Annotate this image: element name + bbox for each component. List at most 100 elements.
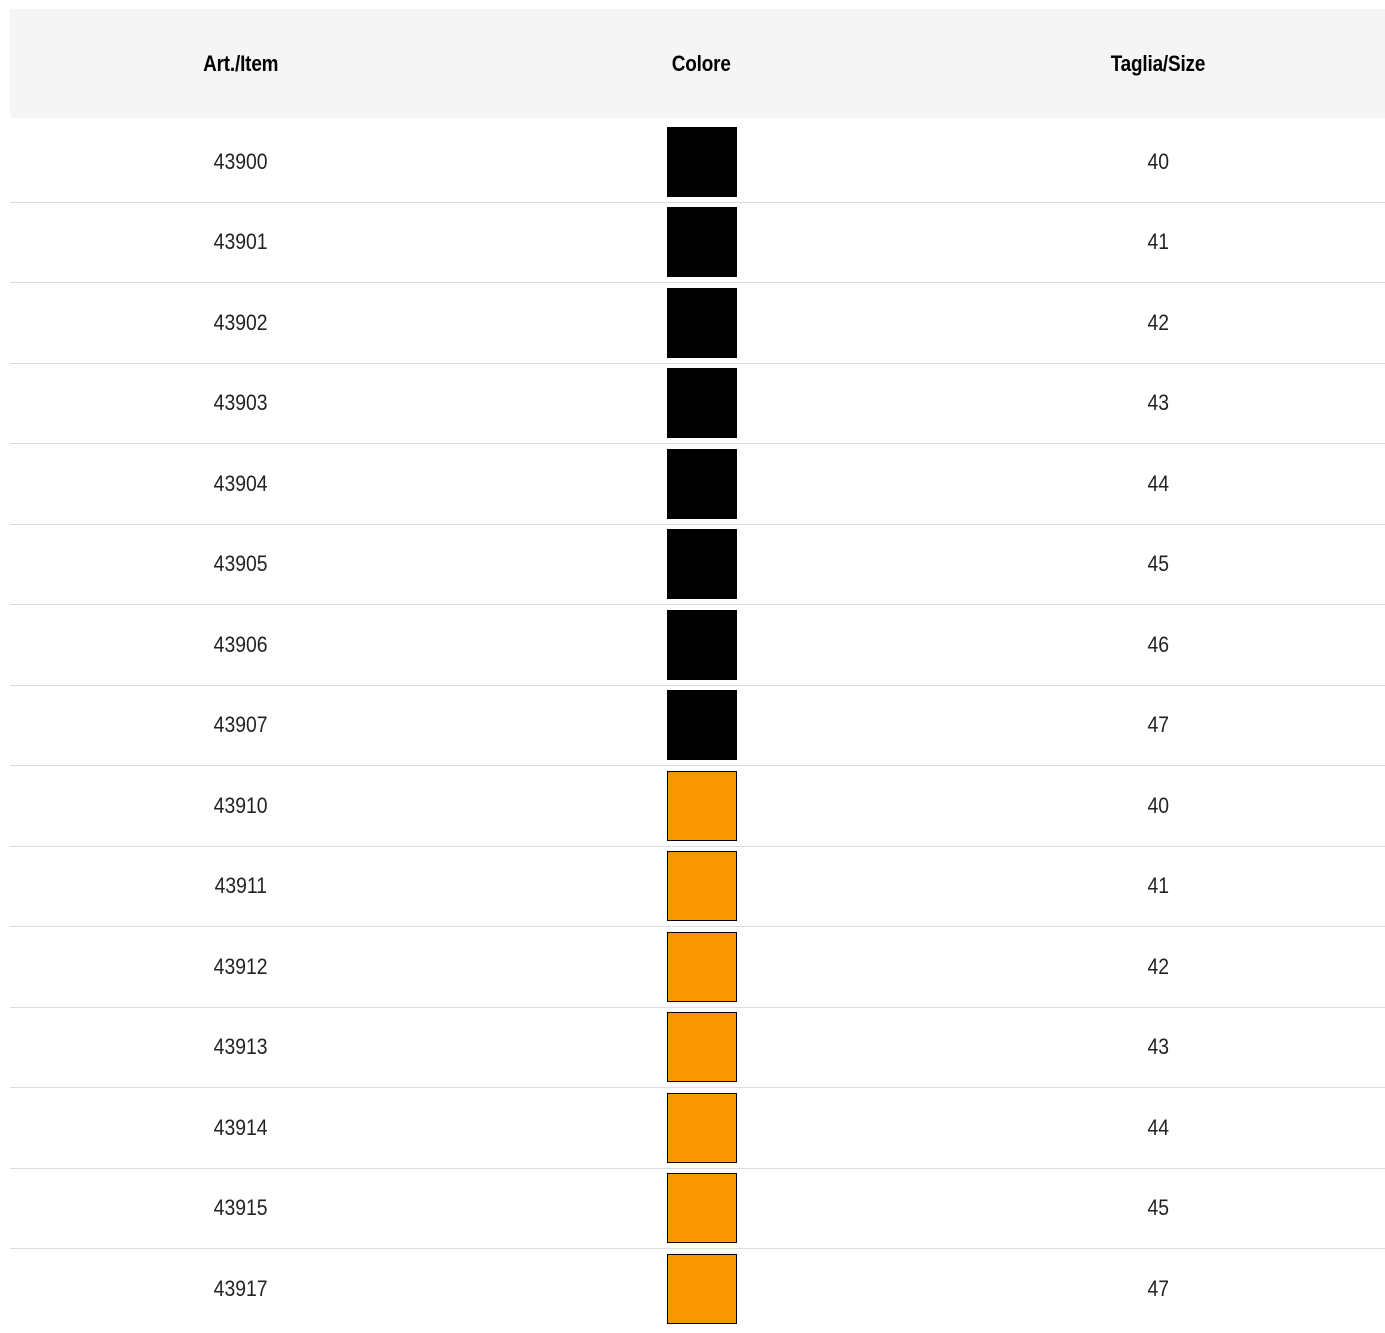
- size-value: 42: [1147, 309, 1169, 335]
- color-cell: [472, 1173, 931, 1244]
- size-cell: 41: [931, 873, 1385, 899]
- table-row: 43913 43: [10, 1008, 1385, 1088]
- size-cell: 44: [931, 1115, 1385, 1141]
- header-color-label: Colore: [672, 50, 731, 76]
- item-code: 43906: [214, 631, 268, 657]
- item-code: 43907: [214, 712, 268, 738]
- size-cell: 45: [931, 1195, 1385, 1221]
- item-code: 43903: [214, 390, 268, 416]
- item-code: 43900: [214, 148, 268, 174]
- size-cell: 43: [931, 390, 1385, 416]
- color-cell: [472, 851, 931, 922]
- size-cell: 41: [931, 229, 1385, 255]
- table-row: 43904 44: [10, 444, 1385, 525]
- header-item-label: Art./Item: [203, 50, 279, 76]
- color-swatch: [666, 770, 737, 841]
- item-cell: 43911: [10, 873, 472, 899]
- item-cell: 43912: [10, 954, 472, 980]
- color-swatch: [666, 287, 737, 358]
- item-cell: 43917: [10, 1276, 472, 1302]
- table-row: 43914 44: [10, 1088, 1385, 1169]
- item-code: 43904: [214, 470, 268, 496]
- item-code: 43905: [214, 551, 268, 577]
- size-cell: 43: [931, 1034, 1385, 1060]
- size-value: 47: [1147, 712, 1169, 738]
- size-cell: 47: [931, 1276, 1385, 1302]
- size-cell: 40: [931, 149, 1385, 175]
- color-swatch: [666, 851, 737, 922]
- size-value: 44: [1147, 1114, 1169, 1140]
- header-cell-item: Art./Item: [10, 51, 472, 77]
- item-cell: 43903: [10, 390, 472, 416]
- color-cell: [472, 1254, 931, 1325]
- item-code: 43915: [214, 1195, 268, 1221]
- color-cell: [472, 126, 931, 197]
- table-row: 43905 45: [10, 525, 1385, 605]
- color-cell: [472, 931, 931, 1002]
- header-cell-size: Taglia/Size: [931, 51, 1385, 77]
- size-value: 45: [1147, 1195, 1169, 1221]
- item-code: 43911: [214, 873, 268, 899]
- size-cell: 45: [931, 551, 1385, 577]
- item-cell: 43907: [10, 712, 472, 738]
- item-code: 43901: [214, 229, 268, 255]
- size-cell: 42: [931, 310, 1385, 336]
- table-row: 43901 41: [10, 203, 1385, 283]
- item-cell: 43904: [10, 471, 472, 497]
- table-body: 43900 40 43901 41 43902 42 43903 43 43904 44 43905…: [10, 122, 1385, 1330]
- item-cell: 43906: [10, 632, 472, 658]
- size-value: 42: [1147, 953, 1169, 979]
- table-row: 43912 42: [10, 927, 1385, 1008]
- size-value: 43: [1147, 390, 1169, 416]
- size-cell: 40: [931, 793, 1385, 819]
- size-value: 41: [1147, 229, 1169, 255]
- table-row: 43917 47: [10, 1249, 1385, 1330]
- size-cell: 42: [931, 954, 1385, 980]
- table-row: 43903 43: [10, 364, 1385, 444]
- size-cell: 47: [931, 712, 1385, 738]
- color-cell: [472, 609, 931, 680]
- size-cell: 44: [931, 471, 1385, 497]
- color-swatch: [666, 1092, 737, 1163]
- color-cell: [472, 1092, 931, 1163]
- header-size-label: Taglia/Size: [1110, 50, 1206, 76]
- item-code: 43902: [214, 309, 268, 335]
- size-value: 41: [1147, 873, 1169, 899]
- size-value: 45: [1147, 551, 1169, 577]
- item-cell: 43905: [10, 551, 472, 577]
- color-swatch: [666, 931, 737, 1002]
- item-cell: 43910: [10, 793, 472, 819]
- color-swatch: [666, 448, 737, 519]
- color-cell: [472, 368, 931, 439]
- color-cell: [472, 448, 931, 519]
- table-row: 43900 40: [10, 122, 1385, 203]
- item-cell: 43913: [10, 1034, 472, 1060]
- product-variants-table: Art./Item Colore Taglia/Size 43900 40 4390…: [10, 9, 1385, 1330]
- size-value: 40: [1147, 792, 1169, 818]
- item-code: 43910: [214, 792, 268, 818]
- color-cell: [472, 529, 931, 600]
- table-row: 43910 40: [10, 766, 1385, 847]
- color-cell: [472, 287, 931, 358]
- size-value: 43: [1147, 1034, 1169, 1060]
- header-cell-color: Colore: [472, 51, 931, 77]
- color-swatch: [666, 207, 737, 278]
- item-cell: 43915: [10, 1195, 472, 1221]
- color-swatch: [666, 529, 737, 600]
- table-row: 43902 42: [10, 283, 1385, 364]
- color-swatch: [666, 690, 737, 761]
- size-value: 40: [1147, 148, 1169, 174]
- item-cell: 43901: [10, 229, 472, 255]
- color-cell: [472, 1012, 931, 1083]
- size-value: 46: [1147, 631, 1169, 657]
- color-swatch: [666, 1254, 737, 1325]
- item-code: 43917: [214, 1276, 268, 1302]
- item-code: 43913: [214, 1034, 268, 1060]
- item-cell: 43900: [10, 149, 472, 175]
- table-row: 43906 46: [10, 605, 1385, 686]
- color-swatch: [666, 1012, 737, 1083]
- table-header: Art./Item Colore Taglia/Size: [10, 9, 1385, 118]
- table-row: 43915 45: [10, 1169, 1385, 1249]
- color-cell: [472, 770, 931, 841]
- table-row: 43907 47: [10, 686, 1385, 766]
